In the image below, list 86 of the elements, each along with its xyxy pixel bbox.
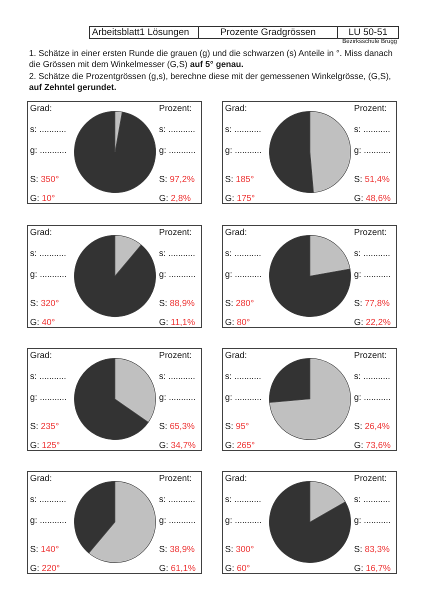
text: s: ........... — [225, 371, 262, 381]
text: Prozent: — [354, 103, 387, 113]
text: S: 51,4% — [354, 174, 390, 184]
text: s: ........... — [30, 124, 66, 134]
text: G: 80° — [225, 317, 250, 327]
text: g: ........... — [30, 515, 67, 525]
text: S: 83,3% — [354, 544, 390, 554]
text: G: 40° — [30, 317, 56, 327]
text: S: 88,9% — [159, 298, 195, 308]
text: Prozent: — [159, 473, 192, 483]
text: g: ........... — [30, 392, 67, 402]
text: s: ........... — [159, 124, 196, 134]
text: auf 5° genau. — [190, 59, 244, 70]
text: 2. Schätze die Prozentgrössen (g,s), berechne diese mit der gemessenen Winkelgrösse, (G,S), — [29, 70, 392, 80]
text: s: ........... — [30, 494, 66, 504]
text: Prozent: — [159, 227, 192, 237]
text: s: ........... — [159, 494, 196, 504]
text: s: ........... — [159, 371, 196, 381]
text: G: 16,7% — [354, 563, 391, 573]
text: g: ........... — [30, 269, 67, 279]
text: S: 65,3% — [159, 421, 195, 431]
text: Prozent: — [159, 103, 192, 113]
text: S: 320° — [30, 298, 59, 308]
text: g: ........... — [225, 392, 262, 402]
text: s: ........... — [225, 494, 262, 504]
text: Arbeitsblatt1 Lösungen — [90, 27, 199, 38]
text: g: ........... — [159, 269, 196, 279]
text: s: ........... — [30, 371, 66, 381]
text: Prozente Gradgrössen — [199, 27, 338, 38]
text: s: ........... — [225, 248, 262, 258]
text: g: ........... — [159, 145, 196, 155]
text: g: ........... — [225, 269, 262, 279]
text: S: 300° — [225, 544, 254, 554]
text: S: 235° — [30, 421, 59, 431]
text: S: 185° — [225, 174, 254, 184]
text: g: ........... — [354, 392, 391, 402]
text: S: 280° — [225, 298, 254, 308]
text: G: 34,7% — [159, 440, 196, 450]
text: g: ........... — [354, 515, 391, 525]
text: G: 175° — [225, 193, 255, 203]
text: G: 48,6% — [354, 193, 391, 203]
text: S: 140° — [30, 544, 59, 554]
text: Prozent: — [354, 350, 387, 360]
text: G: 125° — [30, 440, 60, 450]
text: Prozent: — [354, 473, 387, 483]
text: S: 95° — [225, 421, 250, 431]
text: Grad: — [225, 350, 248, 360]
text: Grad: — [225, 473, 248, 483]
text: G: 61,1% — [159, 563, 196, 573]
text: g: ........... — [159, 392, 196, 402]
text: Prozent: — [159, 350, 192, 360]
text: Grad: — [225, 103, 248, 113]
text: g: ........... — [354, 145, 391, 155]
text: s: ........... — [30, 248, 66, 258]
text: G: 10° — [30, 193, 56, 203]
text: G: 73,6% — [354, 440, 391, 450]
text: Prozent: — [354, 227, 387, 237]
text: S: 77,8% — [354, 298, 390, 308]
text: S: 26,4% — [354, 421, 390, 431]
text: g: ........... — [225, 515, 262, 525]
text: g: ........... — [225, 145, 262, 155]
text: Grad: — [30, 227, 52, 237]
text: g: ........... — [30, 145, 67, 155]
text: G: 265° — [225, 440, 255, 450]
text: s: ........... — [225, 124, 262, 134]
text: S: 97,2% — [159, 174, 195, 184]
text: Grad: — [30, 350, 52, 360]
text: s: ........... — [354, 371, 390, 381]
text: s: ........... — [354, 248, 390, 258]
text: Grad: — [225, 227, 248, 237]
text: Grad: — [30, 473, 52, 483]
text: LU 50-51 — [347, 27, 389, 38]
text: g: ........... — [354, 269, 391, 279]
text: s: ........... — [159, 248, 196, 258]
text: Grad: — [30, 103, 52, 113]
text: G: 22,2% — [354, 317, 391, 327]
text: G: 60° — [225, 563, 250, 573]
text: auf Zehntel gerundet. — [29, 82, 116, 92]
text: G: 220° — [30, 563, 60, 573]
text: G: 11,1% — [159, 317, 196, 327]
text: S: 38,9% — [159, 544, 195, 554]
text: s: ........... — [354, 494, 390, 504]
text: G: 2,8% — [159, 193, 191, 203]
text: s: ........... — [354, 124, 390, 134]
text: g: ........... — [159, 515, 196, 525]
text: S: 350° — [30, 174, 59, 184]
